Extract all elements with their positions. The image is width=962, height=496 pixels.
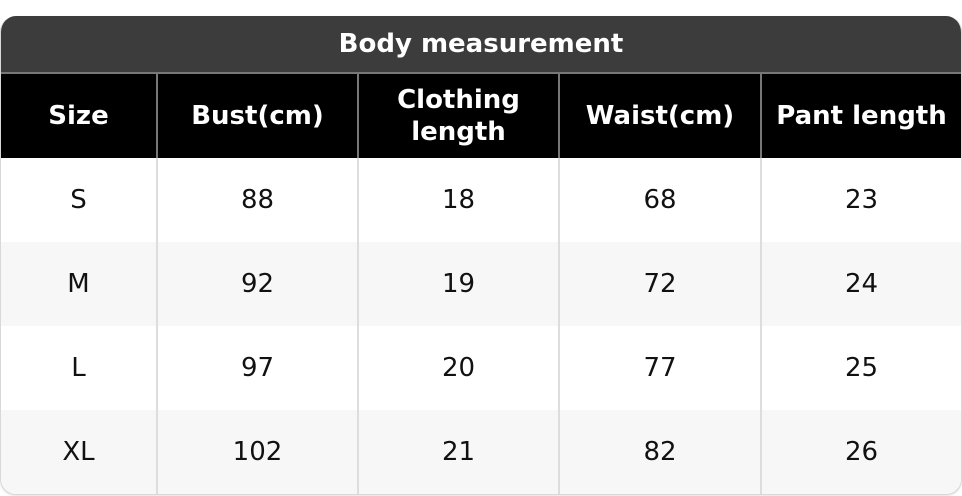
table-cell: XL [1,410,156,494]
table-cell: 26 [760,410,961,494]
table-cell: 88 [156,158,357,242]
table-cell: 102 [156,410,357,494]
table-cell: M [1,242,156,326]
table-cell: 19 [357,242,558,326]
table-grid: Size Bust(cm) Clothing length Waist(cm) … [1,74,961,494]
header-waist: Waist(cm) [558,74,760,158]
table-cell: 23 [760,158,961,242]
table-cell: 21 [357,410,558,494]
table-cell: 25 [760,326,961,410]
table-cell: S [70,185,87,215]
table-title: Body measurement [1,16,961,74]
size-chart-table: Body measurement Size Bust(cm) Clothing … [0,16,962,495]
header-bust: Bust(cm) [156,74,357,158]
table-cell: 68 [558,158,760,242]
table-cell: 82 [558,410,760,494]
header-size: Size [1,74,156,158]
header-clothing-length: Clothing length [357,74,558,158]
table-cell: 97 [156,326,357,410]
table-cell: 18 [357,158,558,242]
table-cell: 77 [558,326,760,410]
header-pant-length: Pant length [760,74,961,158]
table-cell: 72 [558,242,760,326]
table-cell: 24 [760,242,961,326]
table-cell: L [71,353,86,383]
table-cell: 92 [156,242,357,326]
table-cell: 20 [357,326,558,410]
